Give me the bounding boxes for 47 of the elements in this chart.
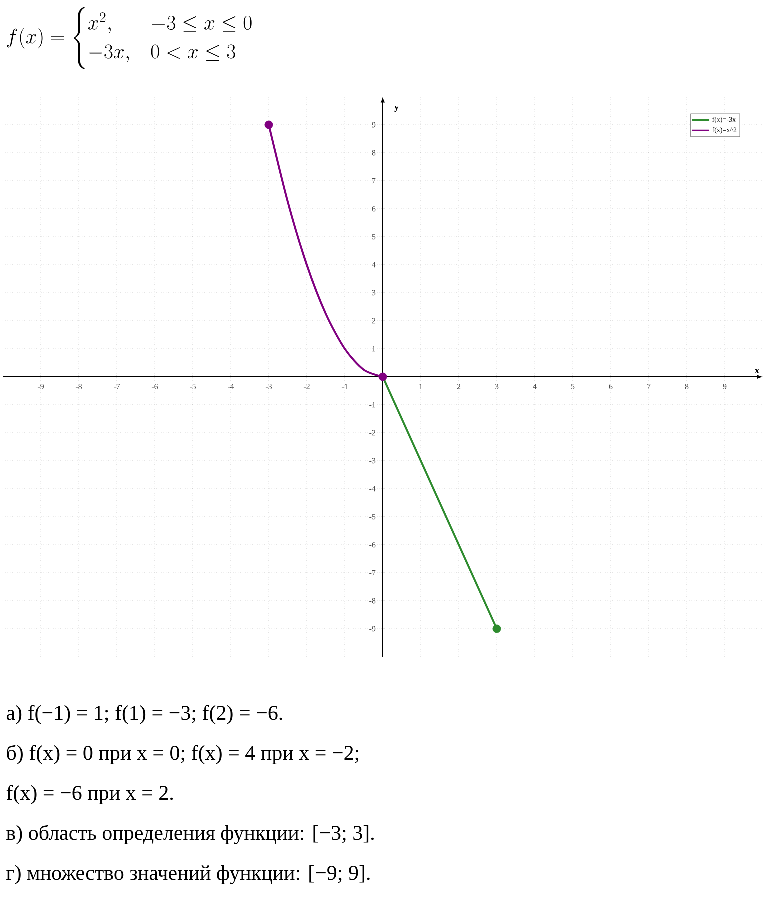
point [492, 624, 502, 634]
x-tick-label: 7 [648, 384, 651, 390]
y-tick-label: -6 [370, 542, 376, 548]
x-tick-label: -4 [228, 384, 234, 390]
y-tick-label: -8 [370, 598, 376, 604]
x-tick-label: 1 [420, 384, 423, 390]
y-tick-label: 8 [372, 150, 376, 156]
y-tick-label: -7 [370, 570, 376, 576]
x-tick-label: -9 [38, 384, 44, 390]
x-tick-label: -1 [342, 384, 348, 390]
x-tick-label: -8 [76, 384, 82, 390]
text: в) область определения функции: [−3; 3]. [6, 824, 374, 845]
chart-title: $f(x) = \begin{cases} x^2, & -3 \le x \le 0 \\ -3x, & 0 < x \le 3 \end{cases}$ [7, 7, 252, 70]
text: f(x) = −6 при x = 2. [6, 785, 174, 804]
y-tick-label: 5 [372, 234, 376, 240]
x-tick-label: -5 [190, 384, 196, 390]
text: б) f(x) = 0 при x = 0; f(x) = 4 при x = −2; [7, 744, 359, 764]
x-tick-label: 9 [723, 384, 727, 390]
point [264, 120, 274, 130]
y-tick-label: -3 [370, 458, 376, 464]
x-tick-label: -7 [114, 384, 120, 390]
x-tick-label: 2 [457, 384, 461, 390]
y-tick-label: 6 [372, 206, 376, 212]
y-tick-label: 7 [372, 178, 376, 184]
x-tick-label: 5 [571, 384, 575, 390]
y-tick-label: -9 [370, 626, 376, 632]
text: г) множество значений функции: [−9; 9]. [6, 865, 370, 885]
y-tick-label: 4 [372, 262, 376, 268]
x-tick-label: -3 [266, 384, 272, 390]
y-tick-label: 2 [372, 318, 376, 324]
y-tick-label: -4 [370, 486, 376, 492]
x-tick-label: 3 [495, 384, 499, 390]
x-axis-title: x [754, 369, 760, 374]
y-axis-title: y [394, 106, 399, 112]
x-tick-label: 4 [533, 384, 537, 390]
x-tick-label: 8 [685, 384, 689, 390]
x-tick-label: -6 [152, 384, 158, 390]
text: а) f(−1) = 1; f(1) = −3; f(2) = −6. [6, 705, 282, 724]
y-tick-label: -2 [370, 430, 376, 436]
x-tick-label: 6 [609, 384, 613, 390]
x-tick-label: -2 [304, 384, 310, 390]
y-tick-label: 9 [372, 122, 376, 128]
point [378, 372, 388, 382]
y-tick-label: -1 [370, 402, 376, 408]
y-tick-label: 1 [372, 346, 376, 352]
y-tick-label: 3 [372, 290, 376, 296]
y-tick-label: -5 [370, 514, 376, 520]
